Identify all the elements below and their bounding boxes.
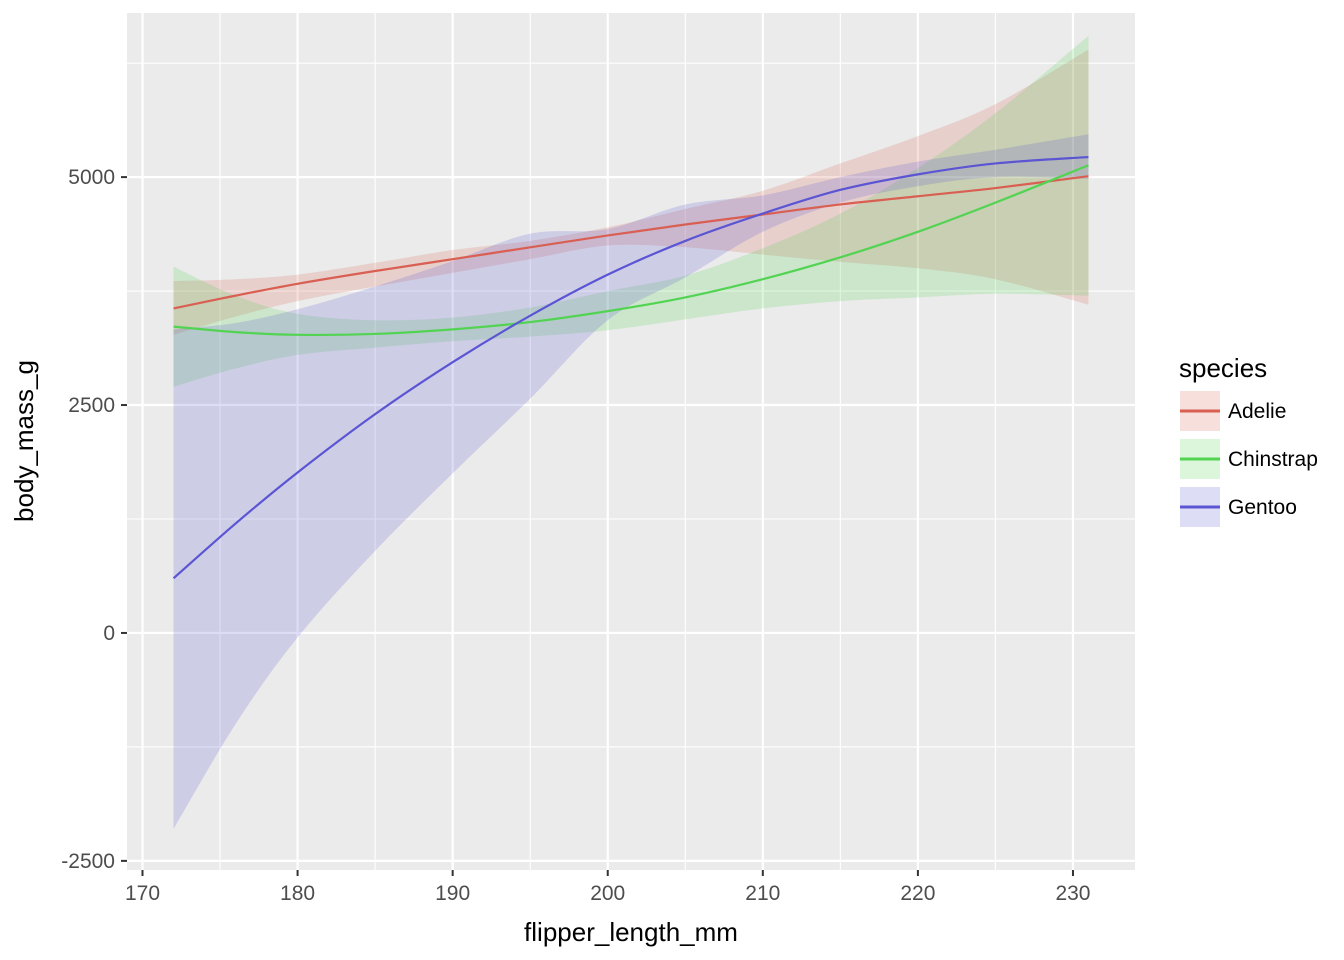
adelie-line [173, 175, 1089, 310]
major-gridlines [127, 13, 1135, 870]
y-tick-label: 2500 [68, 394, 115, 417]
chinstrap-line [173, 164, 1089, 337]
y-axis-title: body_mass_g [9, 360, 39, 522]
y-tick-label: -2500 [61, 850, 115, 873]
y-axis: -2500 0 2500 5000 [61, 166, 127, 873]
series-lines [172, 155, 1089, 580]
y-tick-label: 5000 [68, 166, 115, 189]
gentoo-confidence-band [173, 134, 1089, 829]
legend-label-chinstrap: Chinstrap [1228, 448, 1318, 471]
legend: species Adelie Chinstrap Gentoo [1179, 353, 1318, 527]
minor-gridlines [127, 13, 1135, 870]
x-tick-label: 200 [590, 882, 625, 905]
x-tick-label: 210 [745, 882, 780, 905]
gentoo-line [172, 155, 1089, 580]
x-tick-label: 220 [900, 882, 935, 905]
legend-label-gentoo: Gentoo [1228, 496, 1297, 519]
plot-panel [127, 13, 1135, 870]
adelie-confidence-band [173, 49, 1089, 335]
x-axis: 170 180 190 200 210 220 230 [125, 870, 1090, 905]
x-tick-label: 170 [125, 882, 160, 905]
chinstrap-confidence-band [173, 35, 1089, 387]
confidence-bands [173, 35, 1089, 829]
y-tick-label: 0 [103, 622, 115, 645]
x-tick-label: 230 [1055, 882, 1090, 905]
legend-label-adelie: Adelie [1228, 400, 1286, 423]
x-tick-label: 180 [280, 882, 315, 905]
x-tick-label: 190 [435, 882, 470, 905]
legend-title: species [1179, 353, 1267, 383]
x-axis-title: flipper_length_mm [524, 917, 738, 947]
